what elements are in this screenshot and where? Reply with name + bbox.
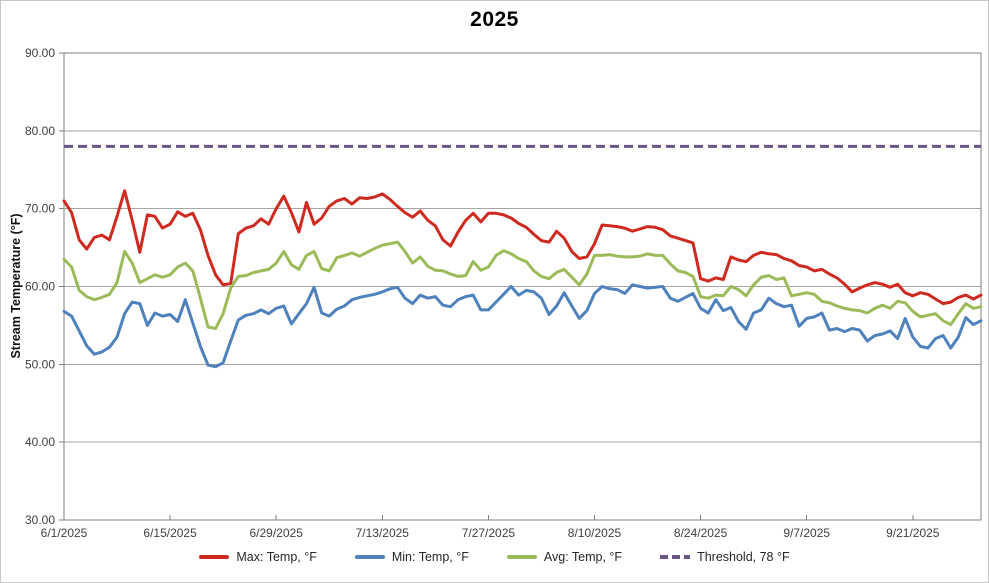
legend-label-min-temp: Min: Temp, °F bbox=[391, 550, 469, 564]
max-temp-line-swatch-icon bbox=[199, 555, 230, 559]
gridlines bbox=[64, 52, 981, 521]
x-tick-label: 6/15/2025 bbox=[143, 526, 197, 540]
y-tick-label: 30.00 bbox=[25, 513, 55, 527]
series-line-2 bbox=[62, 240, 983, 330]
min-temp-line-swatch-icon bbox=[354, 555, 385, 559]
x-tick-label: 6/1/2025 bbox=[41, 526, 88, 540]
y-tick-label: 50.00 bbox=[25, 357, 55, 371]
series-line-1 bbox=[62, 283, 983, 369]
avg-temp-line-swatch-icon bbox=[506, 555, 537, 559]
legend-label-avg-temp: Avg: Temp, °F bbox=[543, 550, 623, 564]
legend-item-threshold: Threshold, 78 °F bbox=[660, 550, 790, 564]
x-axis: 6/1/2025 6/15/2025 6/29/2025 7/13/2025 7/27/… bbox=[41, 515, 940, 540]
y-tick-label: 90.00 bbox=[25, 46, 55, 60]
x-tick-label: 8/10/2025 bbox=[568, 526, 622, 540]
legend: Max: Temp, °F Min: Temp, °F Avg: Temp, °… bbox=[1, 550, 988, 564]
series-line-0 bbox=[62, 189, 983, 306]
x-tick-label: 8/24/2025 bbox=[674, 526, 728, 540]
y-tick-label: 60.00 bbox=[25, 280, 55, 294]
y-axis: 90.00 80.00 70.00 60.00 50.00 40.00 30.00 bbox=[25, 46, 64, 527]
threshold-dashed-line-swatch-icon bbox=[660, 555, 691, 559]
legend-label-threshold: Threshold, 78 °F bbox=[697, 550, 790, 564]
legend-item-avg-temp: Avg: Temp, °F bbox=[506, 550, 623, 564]
x-tick-label: 6/29/2025 bbox=[250, 526, 304, 540]
y-tick-label: 80.00 bbox=[25, 124, 55, 138]
chart-title: 2025 bbox=[470, 8, 519, 31]
x-tick-label: 9/21/2025 bbox=[886, 526, 940, 540]
y-tick-label: 40.00 bbox=[25, 435, 55, 449]
legend-item-max-temp: Max: Temp, °F bbox=[199, 550, 317, 564]
x-tick-label: 7/13/2025 bbox=[356, 526, 410, 540]
legend-label-max-temp: Max: Temp, °F bbox=[236, 550, 317, 564]
x-tick-label: 9/7/2025 bbox=[783, 526, 830, 540]
legend-item-min-temp: Min: Temp, °F bbox=[354, 550, 469, 564]
y-tick-label: 70.00 bbox=[25, 202, 55, 216]
x-tick-label: 7/27/2025 bbox=[462, 526, 516, 540]
